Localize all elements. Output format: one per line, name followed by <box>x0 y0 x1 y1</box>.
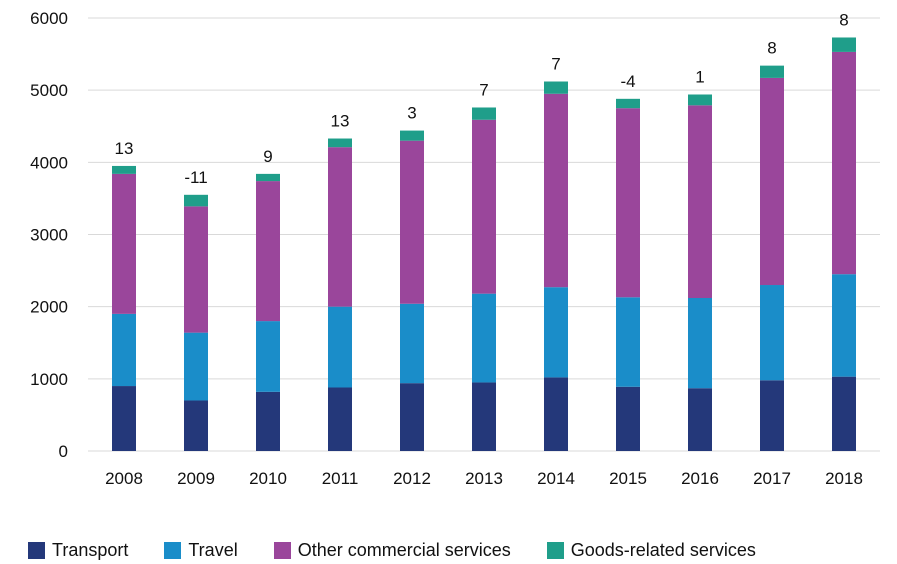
x-tick-label: 2015 <box>609 469 647 488</box>
data-label: 8 <box>767 39 776 58</box>
y-tick-label: 5000 <box>30 81 68 100</box>
bars <box>112 37 856 451</box>
y-tick-label: 4000 <box>30 153 68 172</box>
x-tick-label: 2009 <box>177 469 215 488</box>
bar-segment-other-commercial-services-2011 <box>328 147 352 307</box>
legend-swatch <box>273 542 291 559</box>
bar-segment-transport-2014 <box>544 377 568 451</box>
data-label: 9 <box>263 147 272 166</box>
data-label: 13 <box>331 112 350 131</box>
bar-segment-other-commercial-services-2014 <box>544 93 568 288</box>
bar-segment-transport-2010 <box>256 391 280 451</box>
data-label: 8 <box>839 10 848 29</box>
bar-segment-travel-2012 <box>400 303 424 384</box>
bar-segment-goods-related-services-2014 <box>544 81 568 94</box>
bar-segment-travel-2016 <box>688 298 712 389</box>
bar-segment-other-commercial-services-2009 <box>184 206 208 333</box>
legend-item: Travel <box>164 540 238 561</box>
bar-segment-other-commercial-services-2015 <box>616 108 640 298</box>
bar-segment-other-commercial-services-2012 <box>400 140 424 304</box>
bar-segment-transport-2011 <box>328 387 352 451</box>
bar-segment-travel-2008 <box>112 313 136 387</box>
x-tick-label: 2018 <box>825 469 863 488</box>
bar-segment-other-commercial-services-2010 <box>256 181 280 322</box>
legend-label: Transport <box>52 540 129 560</box>
bar-segment-transport-2018 <box>832 376 856 451</box>
bar-segment-other-commercial-services-2018 <box>832 51 856 275</box>
legend-label: Travel <box>188 540 238 560</box>
legend-item: Goods-related services <box>546 540 756 561</box>
bar-segment-goods-related-services-2017 <box>760 65 784 78</box>
data-labels: 13 -11 9 13 3 7 7 -4 1 8 8 <box>115 10 849 186</box>
legend-swatch <box>546 542 564 559</box>
y-tick-label: 6000 <box>30 9 68 28</box>
bar-segment-goods-related-services-2013 <box>472 107 496 120</box>
data-label: -11 <box>184 168 207 187</box>
bar-segment-transport-2013 <box>472 382 496 451</box>
y-tick-label: 3000 <box>30 226 68 245</box>
y-tick-label: 0 <box>59 442 68 461</box>
data-label: 7 <box>479 80 488 99</box>
x-tick-label: 2010 <box>249 469 287 488</box>
bar-segment-other-commercial-services-2016 <box>688 105 712 299</box>
bar-segment-transport-2016 <box>688 388 712 451</box>
bar-segment-other-commercial-services-2008 <box>112 173 136 314</box>
bar-segment-other-commercial-services-2013 <box>472 119 496 294</box>
x-tick-label: 2016 <box>681 469 719 488</box>
legend-label: Goods-related services <box>570 540 756 560</box>
bar-segment-goods-related-services-2010 <box>256 173 280 182</box>
bar-segment-other-commercial-services-2017 <box>760 77 784 286</box>
bar-segment-travel-2018 <box>832 274 856 377</box>
bar-segment-goods-related-services-2009 <box>184 194 208 207</box>
y-tick-label: 1000 <box>30 370 68 389</box>
bar-segment-travel-2015 <box>616 297 640 387</box>
data-label: 1 <box>695 67 704 86</box>
x-tick-label: 2011 <box>322 469 359 488</box>
y-tick-label: 2000 <box>30 298 68 317</box>
legend: Transport Travel Other commercial services… <box>28 540 792 561</box>
legend-swatch <box>164 542 182 559</box>
x-tick-label: 2017 <box>753 469 791 488</box>
x-axis-ticks: 2008 2009 2010 2011 2012 2013 2014 2015 2016 2017… <box>105 469 863 488</box>
bar-segment-goods-related-services-2012 <box>400 130 424 141</box>
bar-segment-transport-2015 <box>616 386 640 451</box>
bar-segment-transport-2017 <box>760 380 784 451</box>
bar-segment-travel-2009 <box>184 332 208 401</box>
bar-segment-travel-2013 <box>472 293 496 383</box>
legend-swatch <box>28 542 45 559</box>
bar-segment-travel-2014 <box>544 287 568 378</box>
bar-segment-goods-related-services-2015 <box>616 98 640 109</box>
bar-segment-transport-2008 <box>112 386 136 451</box>
bar-segment-travel-2017 <box>760 285 784 381</box>
data-label: 13 <box>115 139 134 158</box>
bar-segment-goods-related-services-2018 <box>832 37 856 52</box>
legend-item: Transport <box>28 540 128 561</box>
bar-segment-transport-2009 <box>184 400 208 451</box>
x-tick-label: 2012 <box>393 469 431 488</box>
legend-item: Other commercial services <box>273 540 511 561</box>
data-label: -4 <box>620 72 635 91</box>
data-label: 7 <box>551 55 560 74</box>
y-axis-ticks: 0 1000 2000 3000 4000 5000 6000 <box>30 9 68 461</box>
bar-segment-goods-related-services-2016 <box>688 94 712 106</box>
bar-segment-travel-2011 <box>328 306 352 388</box>
data-label: 3 <box>407 104 416 123</box>
legend-label: Other commercial services <box>297 540 511 560</box>
bar-segment-goods-related-services-2008 <box>112 165 136 174</box>
bar-segment-goods-related-services-2011 <box>328 138 352 148</box>
x-tick-label: 2014 <box>537 469 575 488</box>
x-tick-label: 2013 <box>465 469 503 488</box>
bar-segment-transport-2012 <box>400 383 424 451</box>
x-tick-label: 2008 <box>105 469 143 488</box>
bar-segment-travel-2010 <box>256 321 280 392</box>
